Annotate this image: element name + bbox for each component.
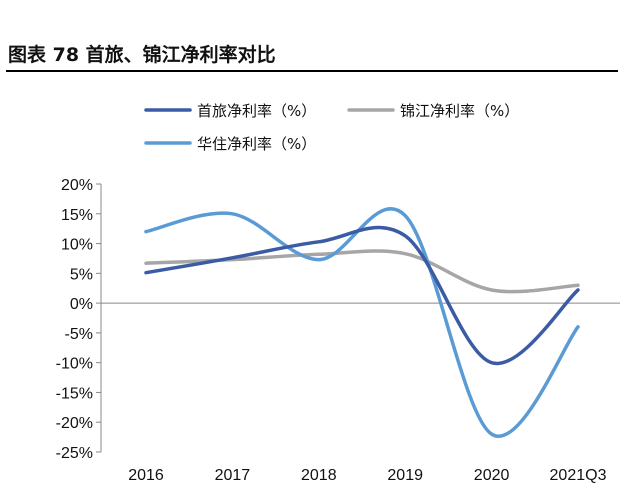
title-rule [6,70,618,72]
legend-label-1: 锦江净利率（%） [400,102,519,120]
y-tick-label: -5% [65,326,93,343]
x-tick-label: 2017 [215,467,251,484]
chart-legend: 首旅净利率（%） 锦江净利率（%） 华住净利率（%） [144,102,519,153]
series-line-2 [144,207,580,438]
chart-axes: 20% 15% 10% 5% 0% -5% -10% -15% -20% -25% 2016 2017… [56,177,620,484]
legend-label-0: 首旅净利率（%） [197,102,316,120]
y-tick-label: 5% [70,266,93,283]
y-tick-label: -20% [56,415,93,432]
x-tick-label: 2018 [301,467,337,484]
x-tick-label: 2019 [387,467,423,484]
y-tick-label: 10% [61,237,93,254]
figure-title: 图表 78 首旅、锦江净利率对比 [8,44,276,66]
y-tick-label: 15% [61,207,93,224]
series-line-0 [144,225,580,366]
legend-label-2: 华住净利率（%） [197,135,316,153]
chart-series [144,207,580,438]
y-tick-label: 20% [61,177,93,194]
y-tick-label: 0% [70,296,93,313]
y-tick-label: -15% [56,385,93,402]
x-tick-label: 2021Q3 [550,467,607,484]
y-tick-label: -25% [56,445,93,462]
series-line-1 [144,249,580,294]
x-tick-label: 2020 [474,467,510,484]
y-tick-label: -10% [56,356,93,373]
x-tick-label: 2016 [128,467,164,484]
